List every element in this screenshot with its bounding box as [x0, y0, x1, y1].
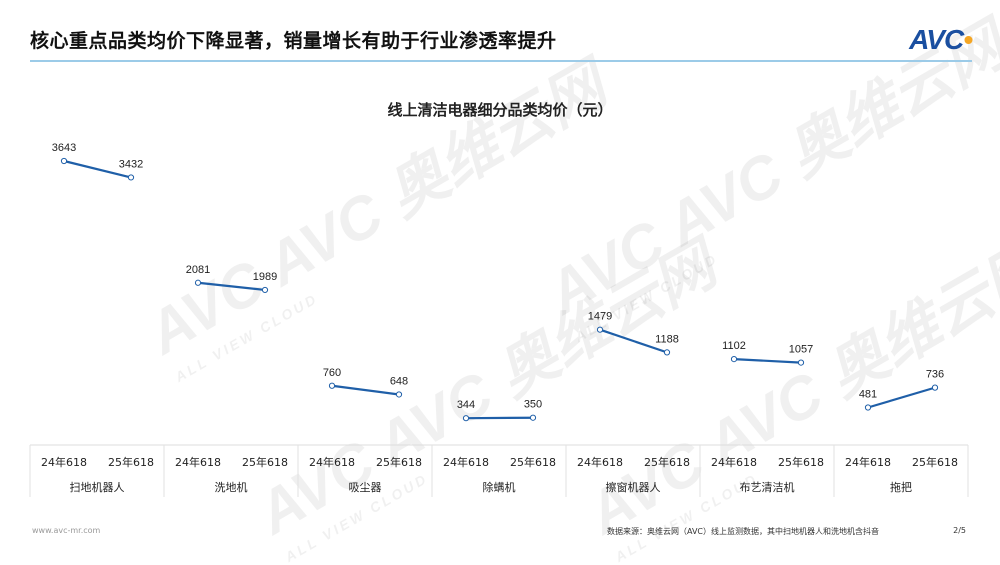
data-point: [396, 392, 401, 397]
category-tick-label: 除螨机: [483, 480, 516, 494]
data-label: 3432: [119, 158, 143, 170]
data-point: [329, 383, 334, 388]
data-point: [195, 280, 200, 285]
data-point: [463, 416, 468, 421]
data-point: [798, 360, 803, 365]
data-label: 481: [859, 389, 877, 401]
data-label: 1479: [588, 311, 612, 323]
series-line-segment: [868, 388, 935, 408]
category-tick-label: 布艺清洁机: [740, 480, 795, 494]
period-tick-label: 24年618: [309, 455, 355, 469]
data-point: [262, 287, 267, 292]
period-tick-label: 25年618: [510, 455, 556, 469]
data-point: [597, 327, 602, 332]
data-point: [128, 175, 133, 180]
category-tick-label: 擦窗机器人: [606, 480, 661, 494]
data-label: 344: [457, 399, 475, 411]
period-tick-label: 24年618: [175, 455, 221, 469]
data-source-note: 数据来源：奥维云网（AVC）线上监测数据，其中扫地机器人和洗地机含抖音: [607, 526, 879, 537]
data-label: 3643: [52, 142, 76, 154]
category-tick-label: 吸尘器: [349, 481, 382, 494]
data-label: 1989: [253, 271, 277, 283]
data-point: [530, 415, 535, 420]
data-label: 350: [524, 399, 542, 411]
data-label: 1102: [722, 340, 746, 352]
period-tick-label: 24年618: [711, 455, 757, 469]
series-line-segment: [198, 283, 265, 290]
data-label: 1057: [789, 344, 813, 356]
data-label: 736: [926, 369, 944, 381]
data-label: 1188: [655, 333, 679, 345]
category-tick-label: 扫地机器人: [70, 480, 125, 494]
category-tick-label: 洗地机: [215, 480, 248, 494]
data-label: 2081: [186, 264, 210, 276]
period-tick-label: 25年618: [242, 455, 288, 469]
period-tick-label: 25年618: [108, 455, 154, 469]
period-tick-label: 25年618: [912, 455, 958, 469]
data-point: [865, 405, 870, 410]
period-tick-label: 24年618: [577, 455, 623, 469]
data-point: [731, 356, 736, 361]
period-tick-label: 25年618: [644, 455, 690, 469]
data-label: 648: [390, 375, 408, 387]
series-line-segment: [734, 359, 801, 363]
period-tick-label: 24年618: [443, 455, 489, 469]
data-label: 760: [323, 367, 341, 379]
page-number: 2/5: [953, 526, 966, 535]
period-tick-label: 25年618: [376, 455, 422, 469]
period-tick-label: 24年618: [41, 455, 87, 469]
category-tick-label: 拖把: [890, 480, 912, 494]
data-point: [664, 350, 669, 355]
period-tick-label: 25年618: [778, 455, 824, 469]
period-tick-label: 24年618: [845, 455, 891, 469]
data-point: [61, 158, 66, 163]
website-link[interactable]: www.avc-mr.com: [32, 526, 100, 535]
data-point: [932, 385, 937, 390]
